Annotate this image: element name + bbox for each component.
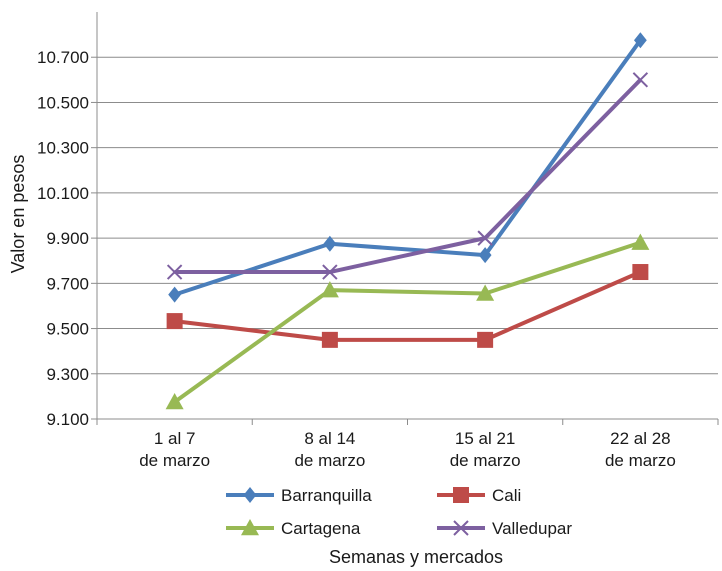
legend-marker [453, 487, 469, 503]
series-valledupar [166, 72, 649, 280]
data-point-valledupar [322, 264, 338, 280]
y-tick-label: 9.900 [46, 229, 89, 248]
y-tick-label: 9.300 [46, 365, 89, 384]
legend-item-barranquilla: Barranquilla [226, 486, 372, 505]
data-point-barranquilla [478, 247, 492, 264]
series-barranquilla [168, 32, 647, 303]
series-line-barranquilla [174, 39, 642, 297]
data-point-cali [632, 264, 649, 281]
legend: Barranquilla Cali Cartagena Valledupar [226, 486, 572, 538]
x-tick-label: 8 al 14 de marzo [294, 429, 365, 470]
y-tick-labels: 9.100 9.300 9.500 9.700 9.900 10.100 10.300 10.… [37, 48, 89, 429]
legend-label: Barranquilla [281, 486, 372, 505]
legend-label: Valledupar [492, 519, 572, 538]
data-point-cartagena [631, 233, 650, 250]
series-group [165, 32, 650, 410]
x-tick-label: 15 al 21 de marzo [450, 429, 521, 470]
series-line-cartagena [173, 240, 641, 404]
series-line-cali [174, 270, 642, 342]
data-point-valledupar [166, 264, 183, 280]
legend-marker [241, 519, 259, 536]
data-point-cartagena [165, 393, 184, 410]
data-point-valledupar [477, 230, 493, 246]
data-point-cali [166, 313, 183, 330]
y-tick-label: 9.500 [46, 320, 89, 339]
data-point-barranquilla [323, 235, 337, 252]
data-point-valledupar [632, 72, 649, 88]
series-line-valledupar [174, 78, 642, 275]
data-point-cartagena [476, 284, 495, 301]
y-axis-title: Valor en pesos [8, 155, 28, 274]
axes [91, 12, 719, 425]
data-point-barranquilla [633, 32, 647, 49]
legend-label: Cali [492, 486, 521, 505]
legend-item-cali: Cali [437, 486, 521, 505]
data-point-barranquilla [168, 286, 182, 303]
y-tick-label: 10.700 [37, 48, 89, 67]
data-point-cali [477, 331, 494, 348]
legend-item-valledupar: Valledupar [437, 519, 572, 538]
y-tick-label: 10.100 [37, 184, 89, 203]
y-tick-label: 10.500 [37, 93, 89, 112]
data-point-cali [321, 331, 338, 348]
grid-lines [97, 56, 718, 375]
series-cartagena [165, 233, 650, 410]
x-tick-label: 1 al 7 de marzo [139, 429, 210, 470]
y-tick-label: 10.300 [37, 139, 89, 158]
legend-label: Cartagena [281, 519, 361, 538]
x-tick-labels: 1 al 7 de marzo 8 al 14 de marzo 15 al 21 de … [139, 429, 676, 470]
data-point-cartagena [320, 281, 339, 298]
y-tick-label: 9.700 [46, 274, 89, 293]
x-axis-title: Semanas y mercados [329, 547, 503, 567]
x-tick-label: 22 al 28 de marzo [605, 429, 676, 470]
series-cali [166, 264, 649, 348]
legend-item-cartagena: Cartagena [226, 519, 361, 538]
y-tick-label: 9.100 [46, 410, 89, 429]
legend-marker [453, 520, 469, 536]
legend-marker [243, 487, 257, 503]
